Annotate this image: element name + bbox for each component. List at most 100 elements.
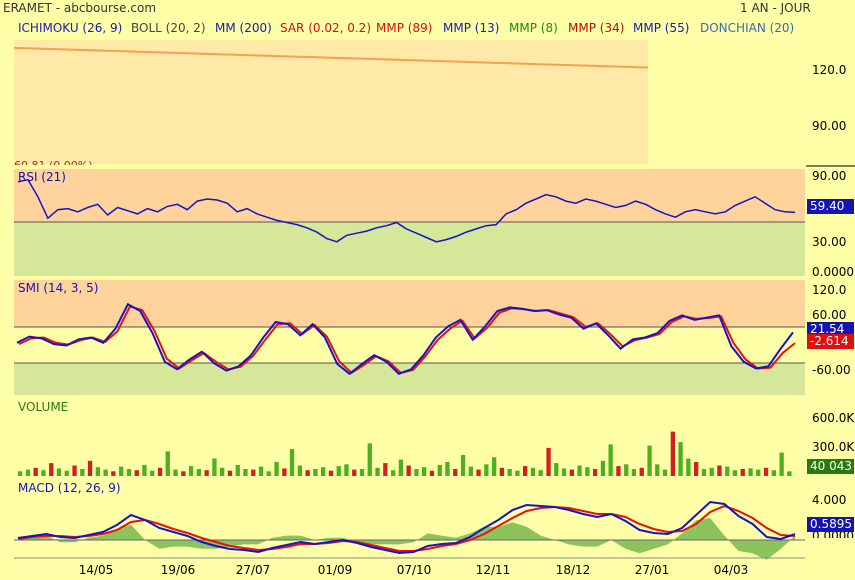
volume-bar (616, 466, 621, 476)
volume-bar (662, 469, 668, 476)
x-tick-label: 12/11 (475, 563, 511, 577)
volume-bar (546, 447, 551, 476)
volume-bar (453, 469, 458, 476)
volume-bar (406, 465, 411, 476)
volume-bar (383, 463, 388, 476)
volume-bar (686, 458, 691, 476)
x-tick-label: 27/01 (634, 563, 670, 577)
rsi-value-badge: 59.40 (807, 199, 854, 214)
volume-bar (18, 471, 23, 476)
volume-bar (359, 469, 365, 476)
volume-bar (756, 469, 761, 476)
chart-period: 1 AN - JOUR (740, 1, 811, 15)
smi-value-badge: 21.54 (807, 322, 854, 337)
volume-bar (670, 431, 675, 476)
volume-bar (227, 470, 233, 476)
volume-bar (375, 467, 380, 476)
volume-bar (763, 467, 769, 476)
x-tick-label: 27/07 (235, 563, 271, 577)
volume-bar (150, 470, 155, 476)
indicator-2: MM (200) (215, 21, 272, 35)
x-tick-label: 18/12 (555, 563, 591, 577)
volume-bar (111, 471, 116, 476)
macd-title: MACD (12, 26, 9) (18, 481, 121, 495)
volume-bar (678, 442, 683, 476)
volume-bar (251, 469, 256, 476)
macd-tick-0: 0.0000 (812, 529, 854, 538)
volume-bar (499, 467, 504, 476)
macd-value-badge: 0.5895 (807, 517, 854, 532)
volume-bar (445, 462, 450, 476)
volume-bar (72, 465, 77, 476)
volume-bar (134, 470, 139, 476)
volume-bar (95, 467, 100, 476)
volume-bar (313, 469, 318, 476)
volume-bar (126, 469, 132, 476)
volume-bar (585, 467, 590, 476)
volume-bar (561, 468, 567, 476)
volume-bar (274, 462, 279, 476)
volume-bar (740, 469, 745, 476)
smi-upper-zone (14, 280, 805, 327)
price-mm-line (13, 46, 649, 69)
macd-line (17, 500, 796, 555)
volume-tick-300k: 300.0K (812, 440, 855, 454)
volume-bar (787, 471, 792, 476)
smi-title: SMI (14, 3, 5) (18, 281, 99, 295)
indicator-0: ICHIMOKU (26, 9) (18, 21, 123, 35)
volume-bar (530, 467, 536, 476)
volume-bar (717, 465, 722, 476)
volume-bar (569, 469, 574, 476)
volume-bar (305, 470, 310, 476)
volume-bar (289, 449, 295, 476)
smi-signal-badge: -2.614 (807, 334, 854, 349)
volume-bar (25, 469, 31, 476)
volume-bar (165, 451, 170, 476)
chart-title: ERAMET - abcbourse.com (3, 1, 157, 15)
volume-bar (33, 467, 38, 476)
volume-bar (103, 469, 108, 476)
volume-bar (429, 470, 435, 476)
volume-bar (624, 464, 629, 476)
indicator-4: MMP (89) (376, 21, 433, 35)
volume-bar (422, 467, 427, 476)
volume-bar (468, 466, 473, 476)
volume-bar (460, 455, 466, 476)
volume-bar (593, 469, 598, 476)
volume-bar (515, 470, 520, 476)
rsi-overbought-zone (14, 169, 805, 222)
volume-bar (476, 469, 481, 476)
volume-bar (748, 468, 753, 476)
volume-bar (694, 462, 699, 476)
price-tick-90: 90.00 (812, 119, 847, 133)
volume-bar (352, 469, 357, 476)
volume-bar (282, 468, 287, 476)
volume-bar (655, 464, 660, 476)
volume-bar (196, 469, 201, 476)
volume-bar (80, 469, 85, 476)
smi-lower-zone (14, 363, 805, 395)
smi-neutral-zone (14, 327, 805, 363)
volume-bar (414, 469, 419, 476)
volume-bar (779, 452, 784, 476)
volume-value-badge: 40 043 (807, 459, 854, 474)
x-tick-label: 07/10 (396, 563, 432, 577)
smi-tick-120: 120.0 (812, 283, 847, 297)
volume-bar (181, 471, 186, 476)
volume-bar (647, 445, 652, 476)
price-tick-120: 120.0 (812, 63, 847, 77)
volume-bar (173, 469, 178, 476)
volume-bar (484, 464, 489, 476)
indicator-9: DONCHIAN (20) (700, 21, 795, 35)
volume-bar (119, 466, 124, 476)
price-cut-label: 60.81 (0.00%) (14, 159, 93, 165)
volume-bar (771, 470, 776, 476)
volume-bar (709, 467, 714, 476)
indicator-8: MMP (55) (633, 21, 690, 35)
volume-bar (243, 469, 248, 476)
volume-bar (258, 466, 264, 476)
macd-tick-4: 4.000 (812, 493, 847, 507)
volume-bar (204, 470, 209, 476)
volume-bar (297, 465, 302, 476)
